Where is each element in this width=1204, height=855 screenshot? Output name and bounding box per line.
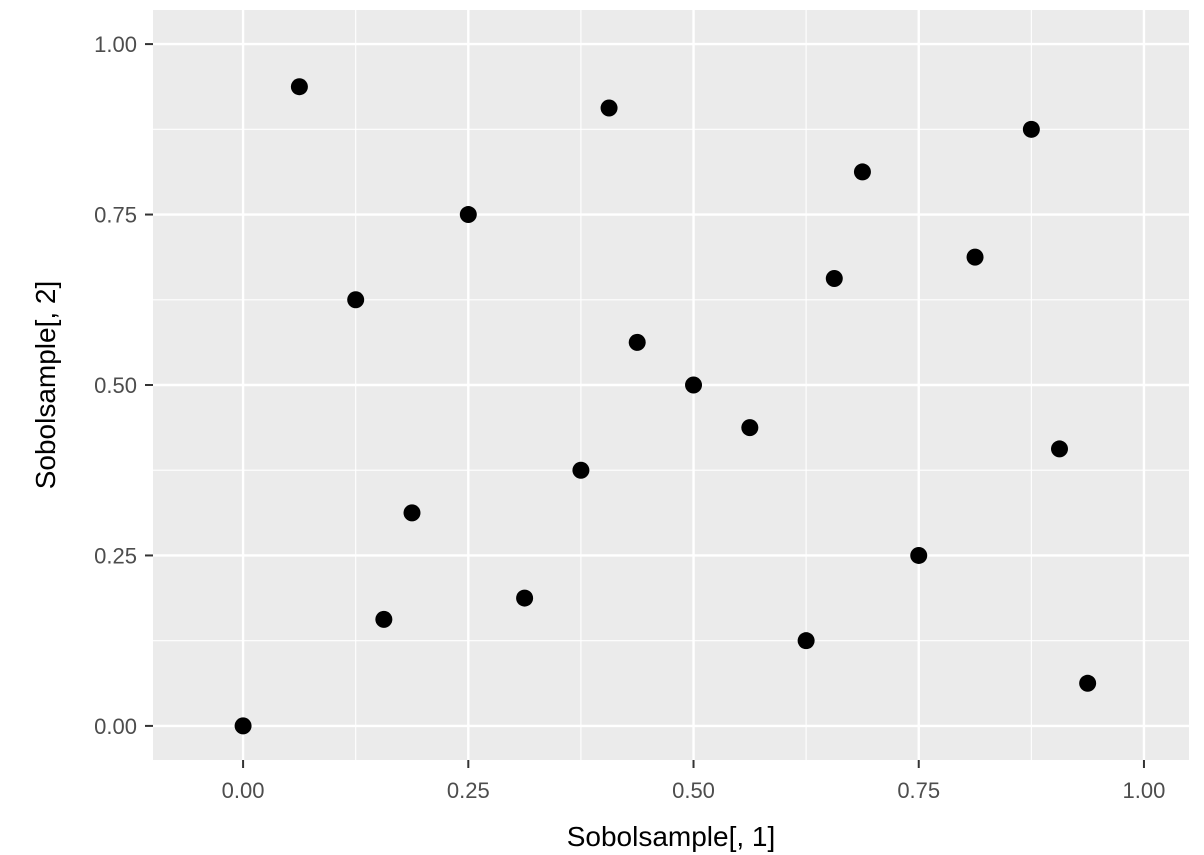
x-axis-title: Sobolsample[, 1] <box>567 821 776 852</box>
data-point <box>572 461 590 479</box>
axis-ticks: 0.00 0.25 0.50 0.75 1.00 0.00 0.25 0.50 0.75 1.00 <box>94 32 1165 803</box>
data-point <box>375 610 393 628</box>
y-tick-label: 0.75 <box>94 203 137 228</box>
data-point <box>1051 440 1068 458</box>
data-point <box>628 333 646 351</box>
data-point <box>1079 674 1097 692</box>
data-point <box>459 206 477 224</box>
data-point <box>1022 120 1040 138</box>
data-point <box>685 376 703 394</box>
y-tick-label: 0.50 <box>94 373 137 398</box>
y-axis-title: Sobolsample[, 2] <box>30 281 61 490</box>
data-point <box>516 589 534 607</box>
data-point <box>403 504 421 522</box>
y-tick-label: 0.25 <box>94 543 137 568</box>
data-point <box>853 163 871 181</box>
y-tick-label: 1.00 <box>94 32 137 57</box>
x-tick-label: 0.50 <box>672 778 715 803</box>
data-point <box>741 419 759 437</box>
data-point <box>797 632 815 650</box>
x-tick-label: 1.00 <box>1123 778 1166 803</box>
x-tick-label: 0.00 <box>222 778 265 803</box>
data-point <box>347 291 365 309</box>
data-point <box>290 78 308 96</box>
x-tick-label: 0.75 <box>897 778 940 803</box>
data-point <box>966 248 984 266</box>
data-point <box>234 717 252 735</box>
data-point <box>600 99 618 117</box>
x-tick-label: 0.25 <box>447 778 490 803</box>
y-tick-label: 0.00 <box>94 714 137 739</box>
data-point <box>825 269 843 287</box>
data-point <box>910 546 928 564</box>
data-points <box>234 78 1097 735</box>
